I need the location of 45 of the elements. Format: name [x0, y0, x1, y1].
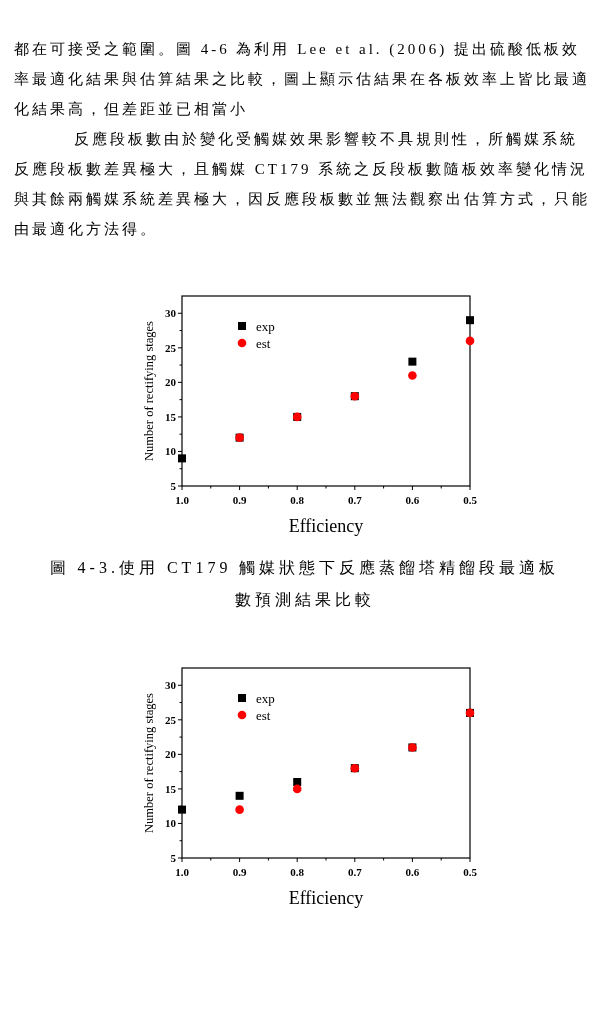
x-tick-label: 0.7 [347, 494, 363, 506]
point [408, 371, 417, 380]
point [292, 784, 302, 794]
y-tick-label: 25 [165, 713, 177, 726]
point [178, 454, 186, 463]
point [466, 316, 474, 325]
y-tick-label: 10 [165, 445, 177, 458]
y-tick-label: 20 [165, 376, 177, 389]
y-tick-label: 10 [165, 817, 177, 830]
y-tick-label: 5 [170, 480, 177, 492]
x-tick-label: 1.0 [175, 866, 190, 878]
point [293, 778, 302, 786]
legend-label: est [256, 335, 271, 351]
x-tick-label: 0.8 [290, 866, 305, 878]
point [178, 805, 186, 814]
y-tick-label: 5 [170, 852, 177, 864]
y-axis-title: Number of rectifying stages [142, 320, 156, 461]
point [465, 336, 475, 346]
x-tick-label: 0.6 [405, 494, 420, 506]
text: 反應段板數由於變化受觸媒效果影響較不具規則性，所觸媒系統反應段板數差異極大，且觸媒 CT179 系統之反段板數隨板效率變化情況與其餘兩觸媒系統差異極大，因反應段板數並無法觀察出估算方式，只能由最適化方法得。 [13, 130, 591, 239]
x-tick-label: 0.5 [463, 494, 478, 506]
y-tick-label: 30 [165, 307, 177, 320]
y-axis-title: Number of rectifying stages [142, 692, 156, 833]
point [408, 357, 417, 366]
text: 都在可接受之範圍。圖 4-6 為利用 Lee et al. (2006) 提出硫酸低板效率最適化結果與估算結果之比較，圖上顯示估結果在各板效率上皆比最適化結果高，但差距並已相當小 [13, 40, 591, 119]
x-tick-label: 0.5 [463, 866, 478, 878]
point [235, 791, 244, 800]
y-tick-label: 15 [165, 782, 177, 795]
point [235, 805, 244, 814]
x-axis-title: Efficiency [288, 888, 364, 908]
y-tick-label: 20 [165, 748, 177, 761]
y-tick-label: 30 [165, 679, 177, 692]
x-tick-label: 0.9 [232, 494, 247, 506]
x-tick-label: 0.6 [405, 866, 420, 878]
y-tick-label: 25 [165, 341, 177, 354]
x-tick-label: 1.0 [175, 494, 190, 506]
legend-label: exp [256, 318, 275, 334]
text: 圖 4-3.使用 CT179 觸媒狀態下反應蒸餾塔精餾段最適板數預測結果比較 [48, 558, 561, 610]
x-tick-label: 0.8 [290, 494, 305, 506]
x-axis-title: Efficiency [288, 516, 364, 536]
x-tick-label: 0.7 [347, 866, 363, 878]
legend-label: exp [256, 690, 275, 706]
legend-label: est [256, 707, 271, 723]
x-tick-label: 0.9 [232, 866, 247, 878]
y-tick-label: 15 [165, 410, 177, 423]
